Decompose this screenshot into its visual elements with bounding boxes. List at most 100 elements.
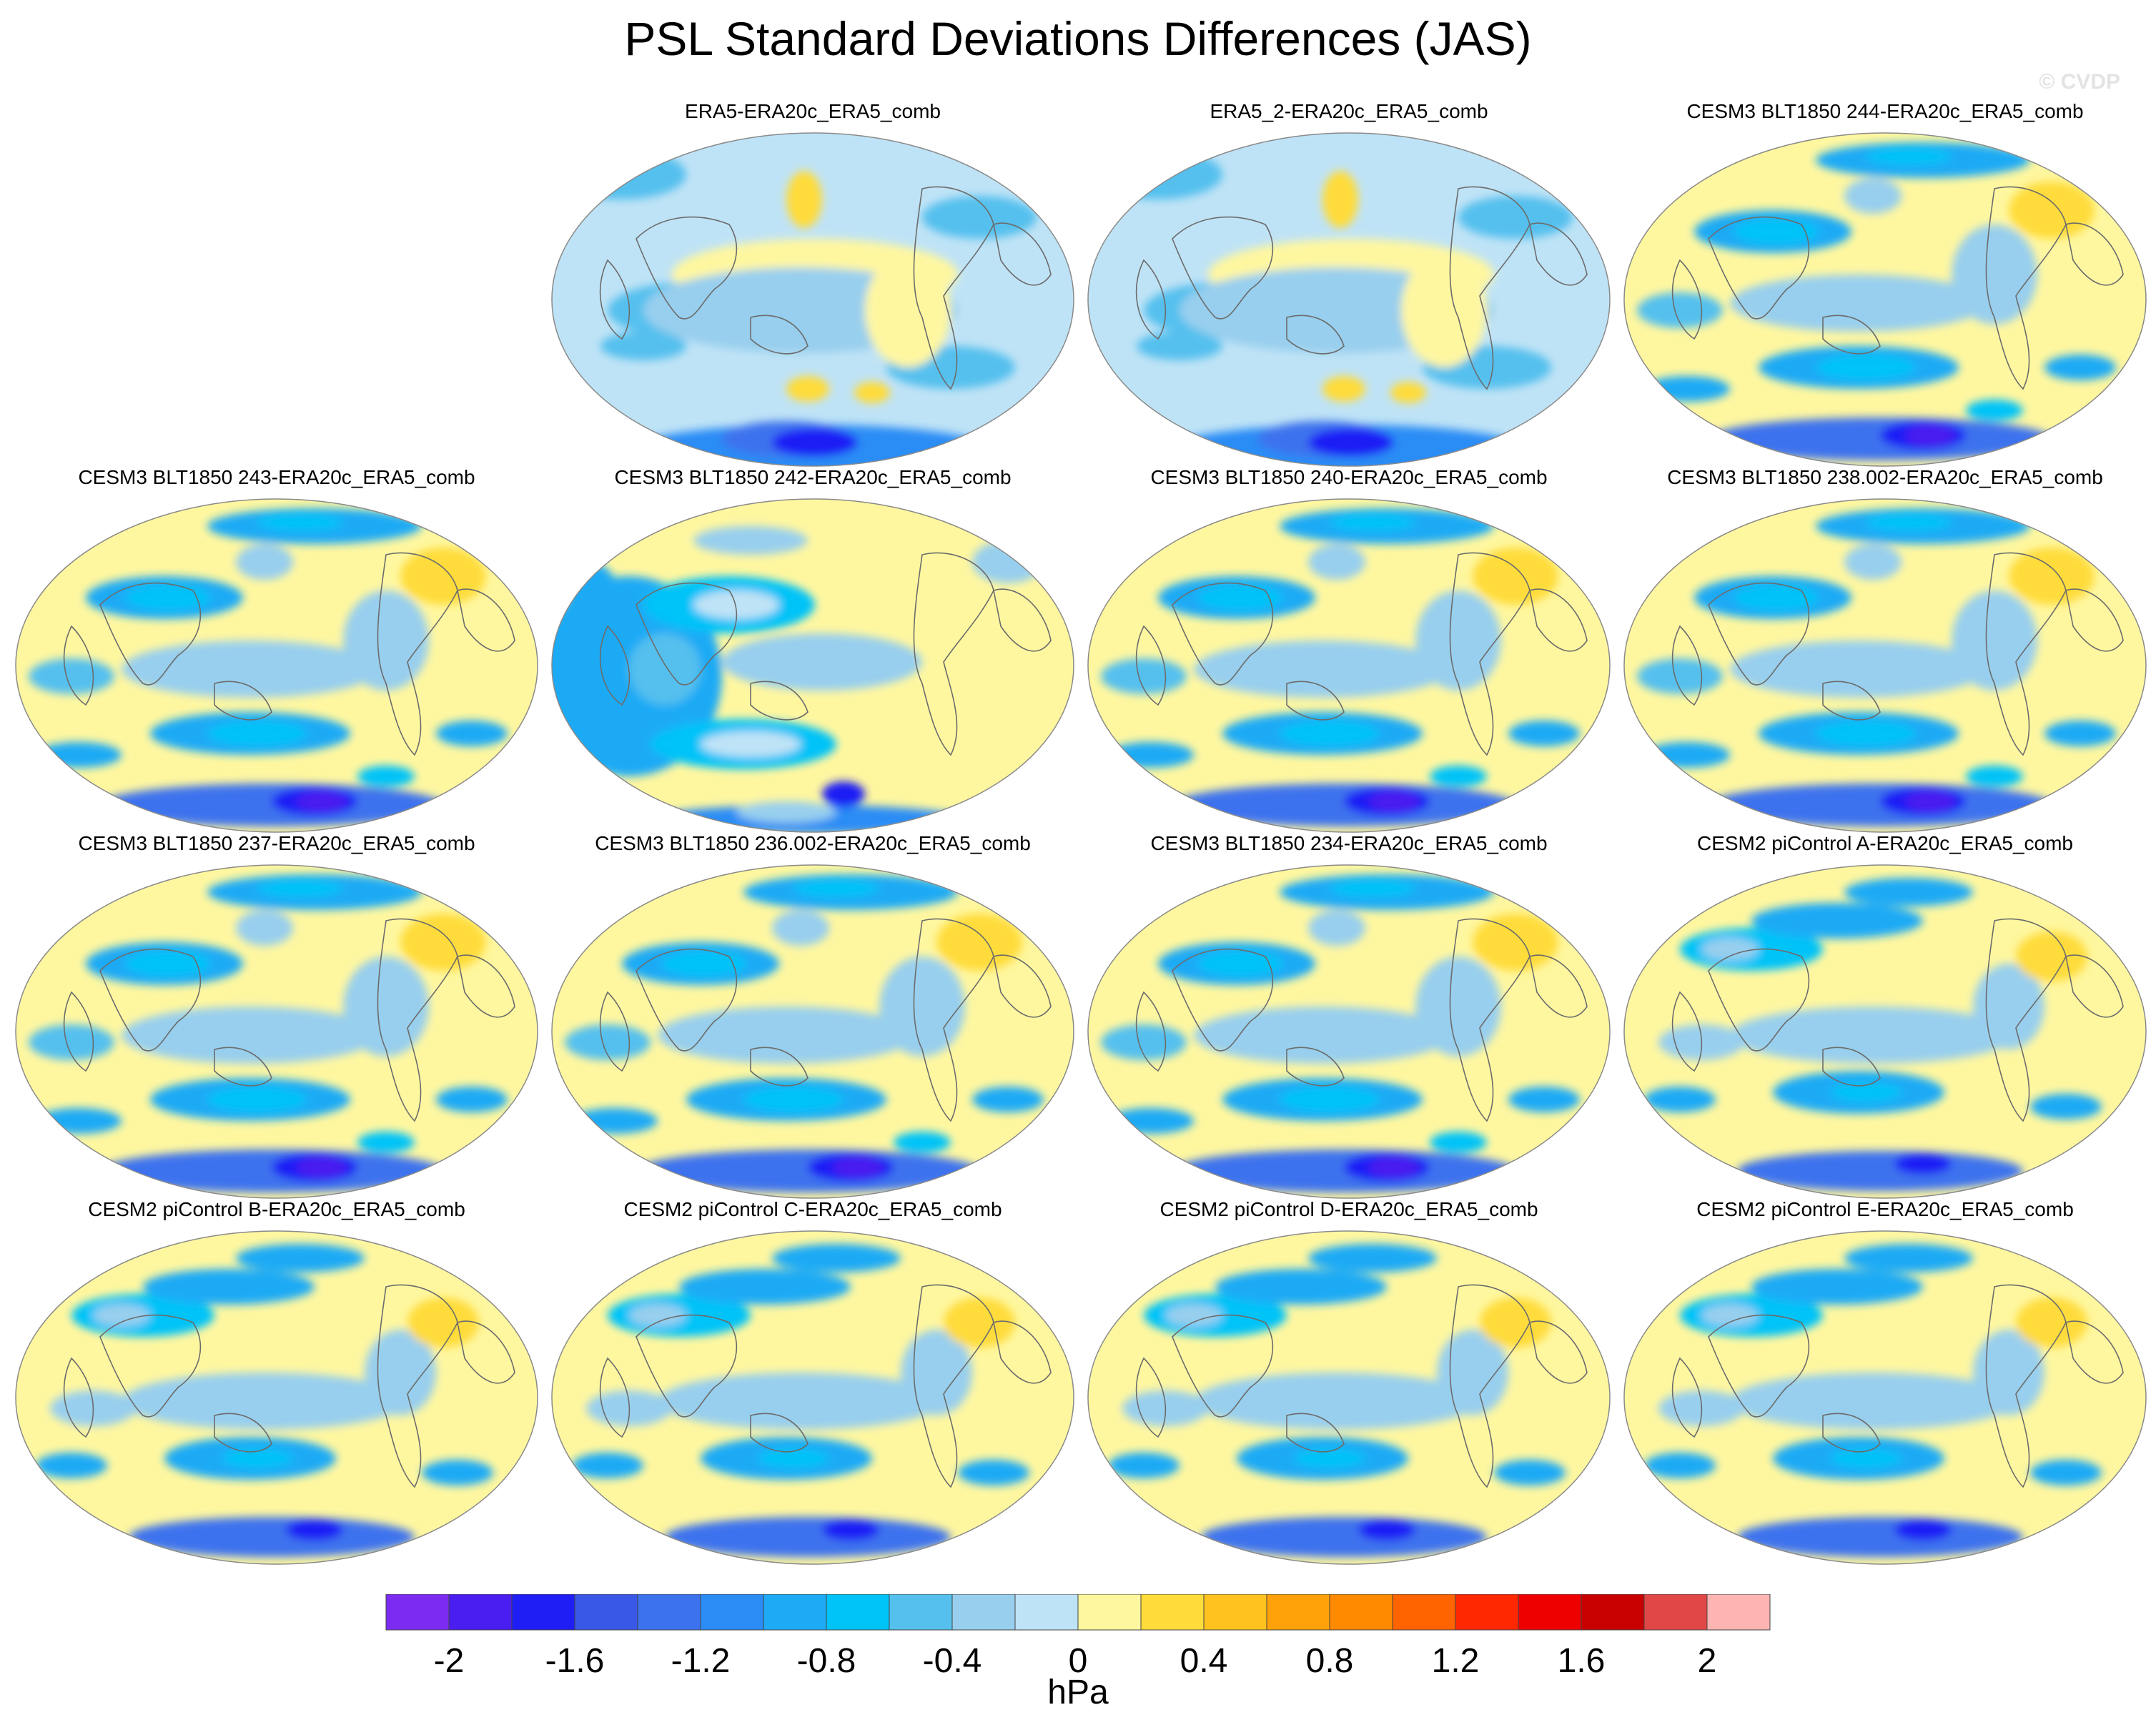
map-panel: CESM3 BLT1850 240-ERA20c_ERA5_comb bbox=[1087, 466, 1611, 833]
anomaly-contour bbox=[658, 1007, 915, 1064]
anomaly-contour bbox=[129, 1517, 415, 1557]
panel-title: CESM3 BLT1850 236.002-ERA20c_ERA5_comb bbox=[595, 832, 1031, 854]
map-border bbox=[1087, 498, 1611, 833]
anomaly-contour bbox=[558, 149, 686, 199]
panel-title: CESM3 BLT1850 240-ERA20c_ERA5_comb bbox=[1150, 466, 1548, 488]
anomaly-contour bbox=[1280, 1087, 1380, 1112]
anomaly-contour bbox=[1709, 784, 2052, 826]
panel-title: CESM3 BLT1850 242-ERA20c_ERA5_comb bbox=[614, 466, 1012, 488]
anomaly-contour bbox=[1730, 641, 1987, 698]
anomaly-contour bbox=[1437, 1330, 1508, 1415]
anomaly-contour bbox=[1816, 355, 1916, 380]
colorbar-tick-label: 2 bbox=[1697, 1642, 1717, 1680]
panel-title: CESM3 BLT1850 243-ERA20c_ERA5_comb bbox=[78, 466, 475, 488]
anomaly-contour bbox=[865, 253, 951, 367]
anomaly-contour bbox=[257, 880, 343, 897]
anomaly-contour bbox=[1322, 171, 1358, 228]
panel-title: CESM3 BLT1850 237-ERA20c_ERA5_comb bbox=[78, 832, 475, 854]
map-panel: CESM3 BLT1850 243-ERA20c_ERA5_comb bbox=[14, 466, 539, 833]
anomaly-contour bbox=[1194, 641, 1451, 698]
anomaly-contour bbox=[1308, 428, 1394, 457]
anomaly-contour bbox=[1508, 1087, 1580, 1112]
map-panel: CESM2 piControl E-ERA20c_ERA5_comb bbox=[1623, 1198, 2147, 1565]
anomaly-contour bbox=[257, 514, 343, 531]
map-svg bbox=[1623, 864, 2147, 1199]
coastline bbox=[599, 186, 1052, 390]
map-border bbox=[15, 1230, 538, 1565]
map-svg bbox=[1623, 498, 2147, 833]
colorbar-swatch bbox=[1014, 1594, 1079, 1631]
anomaly-contour bbox=[593, 809, 665, 830]
anomaly-contour bbox=[658, 1373, 944, 1430]
coastline bbox=[1135, 552, 1588, 756]
anomaly-contour bbox=[93, 1304, 150, 1327]
map-panel: CESM2 piControl C-ERA20c_ERA5_comb bbox=[550, 1198, 1075, 1565]
colorbar-swatch bbox=[1266, 1594, 1330, 1631]
map-panel: CESM2 piControl D-ERA20c_ERA5_comb bbox=[1087, 1198, 1611, 1565]
map-svg bbox=[551, 132, 1074, 467]
panel-title: CESM3 BLT1850 234-ERA20c_ERA5_comb bbox=[1150, 832, 1548, 854]
colorbar-swatch bbox=[511, 1594, 575, 1631]
anomaly-contour bbox=[236, 1244, 365, 1272]
anomaly-contour bbox=[2016, 1298, 2087, 1348]
anomaly-contour bbox=[365, 1330, 436, 1415]
anomaly-contour bbox=[1730, 1373, 2016, 1430]
anomaly-contour bbox=[207, 1087, 307, 1112]
colorbar-swatch bbox=[1077, 1594, 1142, 1631]
coastline bbox=[599, 1284, 1052, 1488]
anomaly-contour bbox=[1701, 1304, 1759, 1327]
coastline bbox=[1671, 552, 2124, 756]
anomaly-contour bbox=[1430, 1132, 1487, 1153]
anomaly-contour bbox=[1730, 1007, 2016, 1064]
anomaly-contour bbox=[297, 791, 347, 812]
anomaly-contour bbox=[1730, 275, 1987, 332]
anomaly-contour bbox=[793, 880, 879, 897]
anomaly-contour bbox=[1830, 1448, 1902, 1468]
colorbar-swatch bbox=[700, 1594, 764, 1631]
anomaly-contour bbox=[436, 1087, 508, 1112]
anomaly-contour bbox=[1952, 224, 2037, 325]
colorbar-swatch bbox=[1518, 1594, 1582, 1631]
anomaly-contour bbox=[1737, 1151, 2023, 1191]
map-panel: CESM2 piControl A-ERA20c_ERA5_comb bbox=[1623, 832, 2147, 1199]
map-panel: CESM3 BLT1850 237-ERA20c_ERA5_comb bbox=[14, 832, 539, 1199]
colorbar-swatch bbox=[1392, 1594, 1456, 1631]
anomaly-contour bbox=[1952, 590, 2037, 691]
anomaly-contour bbox=[822, 781, 865, 807]
anomaly-contour bbox=[1458, 196, 1573, 239]
panel-title: CESM3 BLT1850 244-ERA20c_ERA5_comb bbox=[1686, 100, 2084, 122]
anomaly-contour bbox=[958, 1460, 1029, 1486]
panel-title: CESM2 piControl D-ERA20c_ERA5_comb bbox=[1159, 1198, 1538, 1220]
map-svg bbox=[15, 864, 538, 1199]
anomaly-contour bbox=[407, 1298, 479, 1348]
anomaly-contour bbox=[357, 766, 415, 787]
anomaly-contour bbox=[1734, 219, 1819, 244]
anomaly-contour bbox=[400, 548, 486, 605]
anomaly-contour bbox=[1330, 514, 1415, 531]
coastline bbox=[1135, 186, 1588, 390]
map-panel: ERA5_2-ERA20c_ERA5_comb bbox=[1087, 100, 1611, 467]
map-border bbox=[1623, 1230, 2147, 1565]
anomaly-contour bbox=[822, 1519, 879, 1541]
anomaly-contour bbox=[222, 1448, 293, 1468]
map-svg bbox=[15, 1230, 538, 1565]
colorbar-swatch bbox=[637, 1594, 701, 1631]
anomaly-contour bbox=[1308, 544, 1365, 580]
colorbar-tick-label: 0 bbox=[1068, 1642, 1088, 1680]
anomaly-contour bbox=[1644, 1087, 1716, 1112]
map-panel: CESM3 BLT1850 238.002-ERA20c_ERA5_comb bbox=[1623, 466, 2147, 833]
colorbar-swatch bbox=[448, 1594, 513, 1631]
coastline bbox=[599, 918, 1052, 1122]
anomaly-contour bbox=[297, 1157, 347, 1178]
anomaly-contour bbox=[1369, 1157, 1419, 1178]
colorbar-tick-label: 0.4 bbox=[1180, 1642, 1228, 1680]
map-svg bbox=[1623, 1230, 2147, 1565]
colorbar-tick-label: -1.6 bbox=[545, 1642, 605, 1680]
anomaly-contour bbox=[2009, 182, 2095, 239]
coastline bbox=[63, 1284, 515, 1488]
anomaly-contour bbox=[1473, 914, 1558, 971]
anomaly-contour bbox=[1844, 878, 1973, 906]
anomaly-contour bbox=[2044, 721, 2116, 746]
map-panel: CESM3 BLT1850 242-ERA20c_ERA5_comb bbox=[550, 466, 1075, 833]
map-svg bbox=[551, 864, 1074, 1199]
